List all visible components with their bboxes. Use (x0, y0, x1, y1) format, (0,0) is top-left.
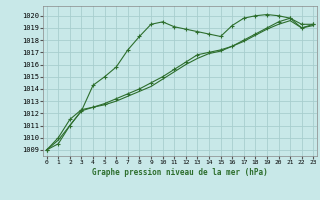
X-axis label: Graphe pression niveau de la mer (hPa): Graphe pression niveau de la mer (hPa) (92, 168, 268, 177)
